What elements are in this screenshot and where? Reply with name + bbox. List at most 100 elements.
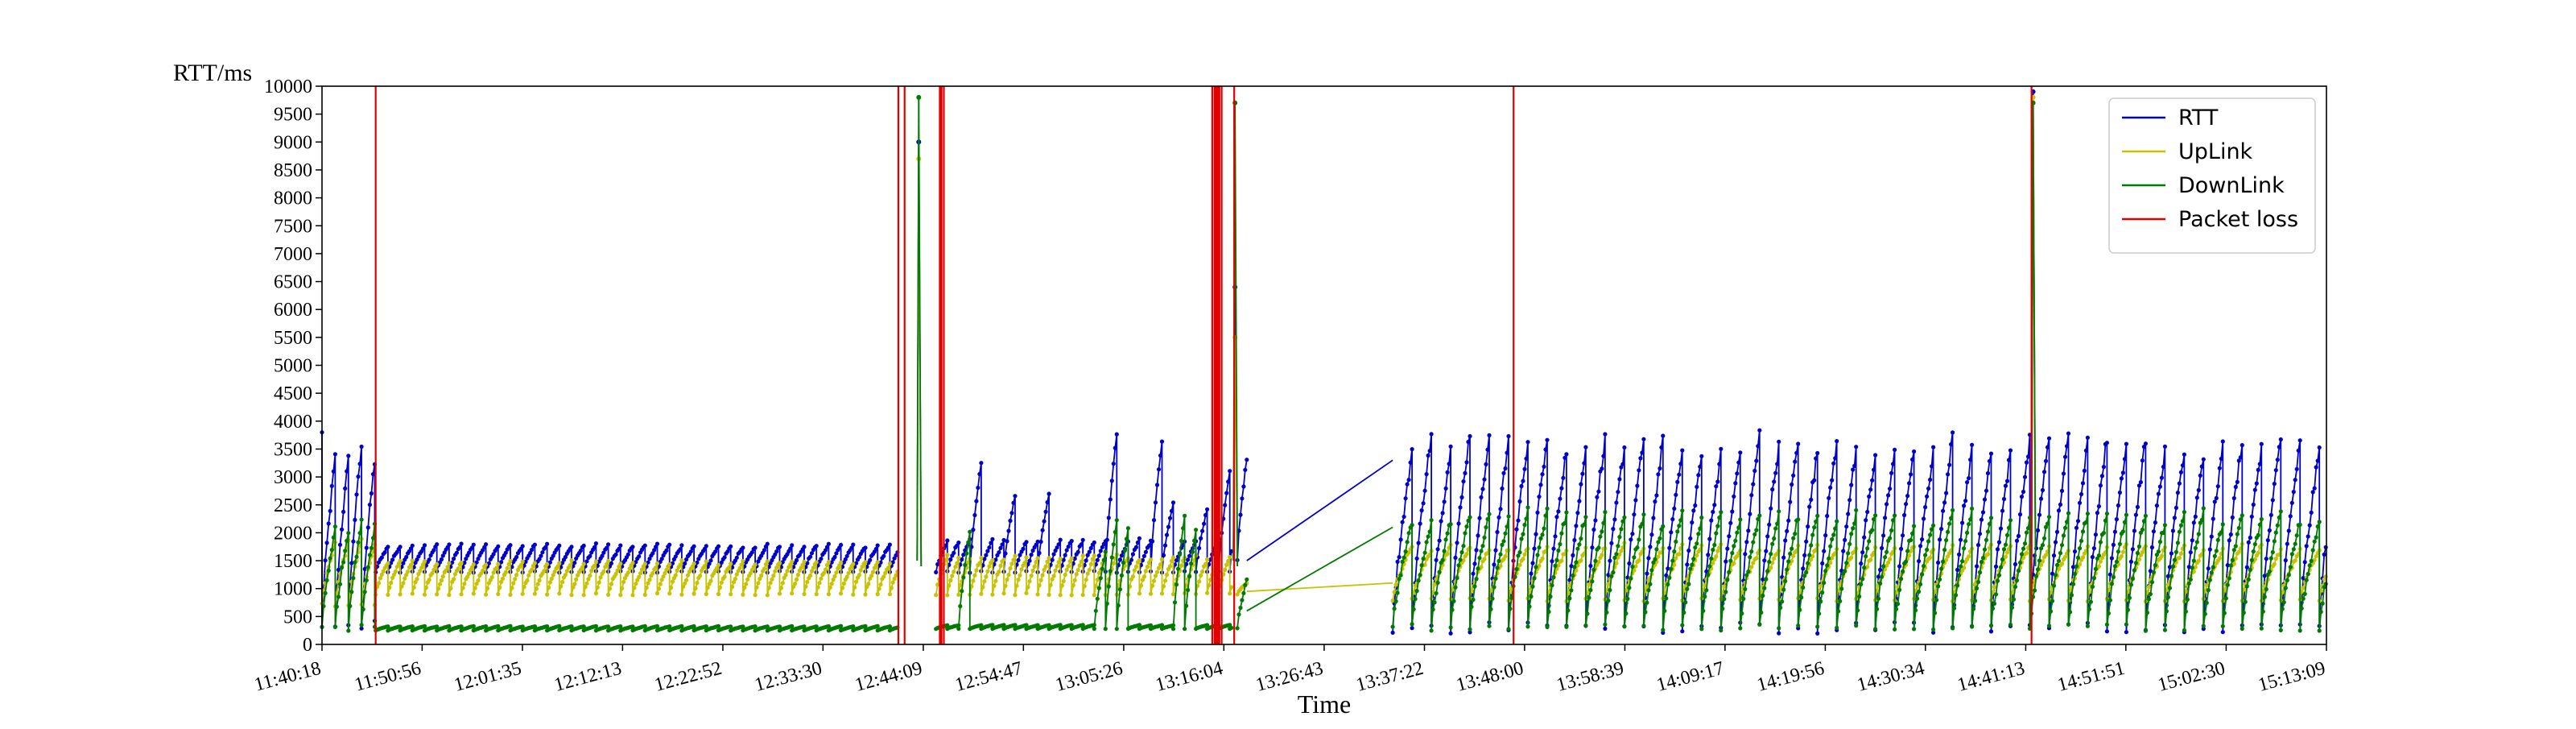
data-point	[1443, 486, 1448, 491]
data-point	[1711, 509, 1715, 515]
data-point	[2268, 556, 2273, 561]
data-point	[2051, 583, 2057, 588]
data-point	[1740, 611, 1744, 616]
data-point	[1135, 540, 1140, 545]
data-point	[1150, 583, 1155, 588]
data-point	[2038, 562, 2044, 567]
data-point	[1595, 495, 1600, 499]
data-point	[2265, 538, 2270, 543]
data-point	[1016, 578, 1021, 582]
data-point	[513, 577, 518, 582]
data-point	[2267, 528, 2272, 533]
data-point	[1392, 590, 1397, 594]
data-point	[1678, 462, 1683, 466]
data-point	[749, 550, 754, 555]
data-point	[2240, 513, 2244, 518]
data-point	[1608, 587, 1612, 593]
data-point	[1785, 528, 1790, 534]
data-point	[2164, 609, 2169, 614]
data-point	[1878, 581, 1883, 586]
data-point	[1844, 524, 1849, 529]
data-point	[1979, 517, 1984, 522]
data-point	[982, 557, 987, 561]
data-point	[576, 573, 580, 578]
series-connector	[1246, 582, 1393, 593]
data-point	[2066, 431, 2071, 436]
data-point	[1113, 529, 1117, 535]
data-point	[1537, 545, 1542, 550]
data-point	[637, 554, 642, 559]
data-point	[790, 591, 795, 596]
data-point	[2000, 557, 2005, 562]
data-point	[1849, 483, 1854, 487]
data-point	[1735, 530, 1740, 535]
data-point	[979, 591, 984, 596]
data-point	[2107, 572, 2112, 577]
y-tick-label: 8500	[274, 160, 312, 181]
data-point	[2169, 574, 2174, 578]
data-point	[2075, 519, 2081, 524]
data-point	[744, 582, 749, 586]
data-point	[1767, 559, 1772, 565]
data-point	[1629, 576, 1633, 581]
data-point	[1500, 486, 1505, 491]
data-point	[1922, 516, 1926, 521]
data-point	[777, 561, 782, 565]
data-point	[2194, 540, 2199, 545]
data-point	[1849, 532, 1854, 536]
data-point	[1487, 512, 1492, 516]
data-point	[1764, 577, 1769, 582]
data-point	[2054, 562, 2060, 568]
data-point	[1471, 597, 1476, 603]
data-point	[2019, 552, 2025, 557]
data-point	[1827, 556, 1831, 561]
data-point	[1764, 549, 1769, 553]
data-point	[422, 543, 427, 548]
data-point	[584, 581, 589, 586]
data-point	[1569, 588, 1574, 593]
data-point	[1860, 550, 1865, 555]
data-point	[1014, 583, 1019, 588]
data-point	[1088, 545, 1093, 551]
data-point	[416, 572, 421, 577]
data-point	[454, 550, 460, 555]
x-tick-label: 15:13:09	[2256, 658, 2327, 696]
data-point	[1645, 600, 1649, 605]
data-point	[1530, 584, 1535, 589]
data-point	[2246, 540, 2251, 545]
data-point	[1088, 561, 1093, 567]
data-point	[1923, 553, 1928, 557]
data-point	[1651, 516, 1656, 520]
data-point	[410, 558, 415, 563]
data-point	[1757, 622, 1762, 627]
data-point	[1141, 553, 1146, 558]
data-point	[1071, 583, 1075, 588]
data-point	[2011, 597, 2017, 602]
data-point	[1980, 510, 1986, 515]
data-point	[481, 568, 485, 574]
data-point	[1130, 552, 1135, 557]
data-point	[1609, 574, 1614, 579]
data-point	[369, 545, 374, 550]
data-point	[990, 536, 995, 542]
data-point	[2297, 628, 2302, 633]
data-point	[1870, 478, 1875, 483]
data-point	[1506, 627, 1511, 632]
data-point	[1159, 439, 1165, 444]
data-point	[1912, 524, 1917, 528]
data-point	[1785, 567, 1790, 572]
data-point	[2098, 483, 2103, 488]
data-point	[777, 591, 782, 596]
data-point	[2148, 569, 2153, 574]
data-point	[1408, 460, 1413, 465]
data-point	[1500, 542, 1505, 548]
packet-loss-layer	[374, 86, 2033, 644]
data-point	[557, 561, 562, 565]
data-point	[1416, 578, 1421, 583]
data-point	[1061, 557, 1066, 562]
data-point	[530, 567, 535, 572]
data-point	[707, 561, 712, 566]
data-point	[1018, 553, 1022, 557]
data-point	[1005, 539, 1009, 544]
data-point	[1995, 547, 2000, 552]
